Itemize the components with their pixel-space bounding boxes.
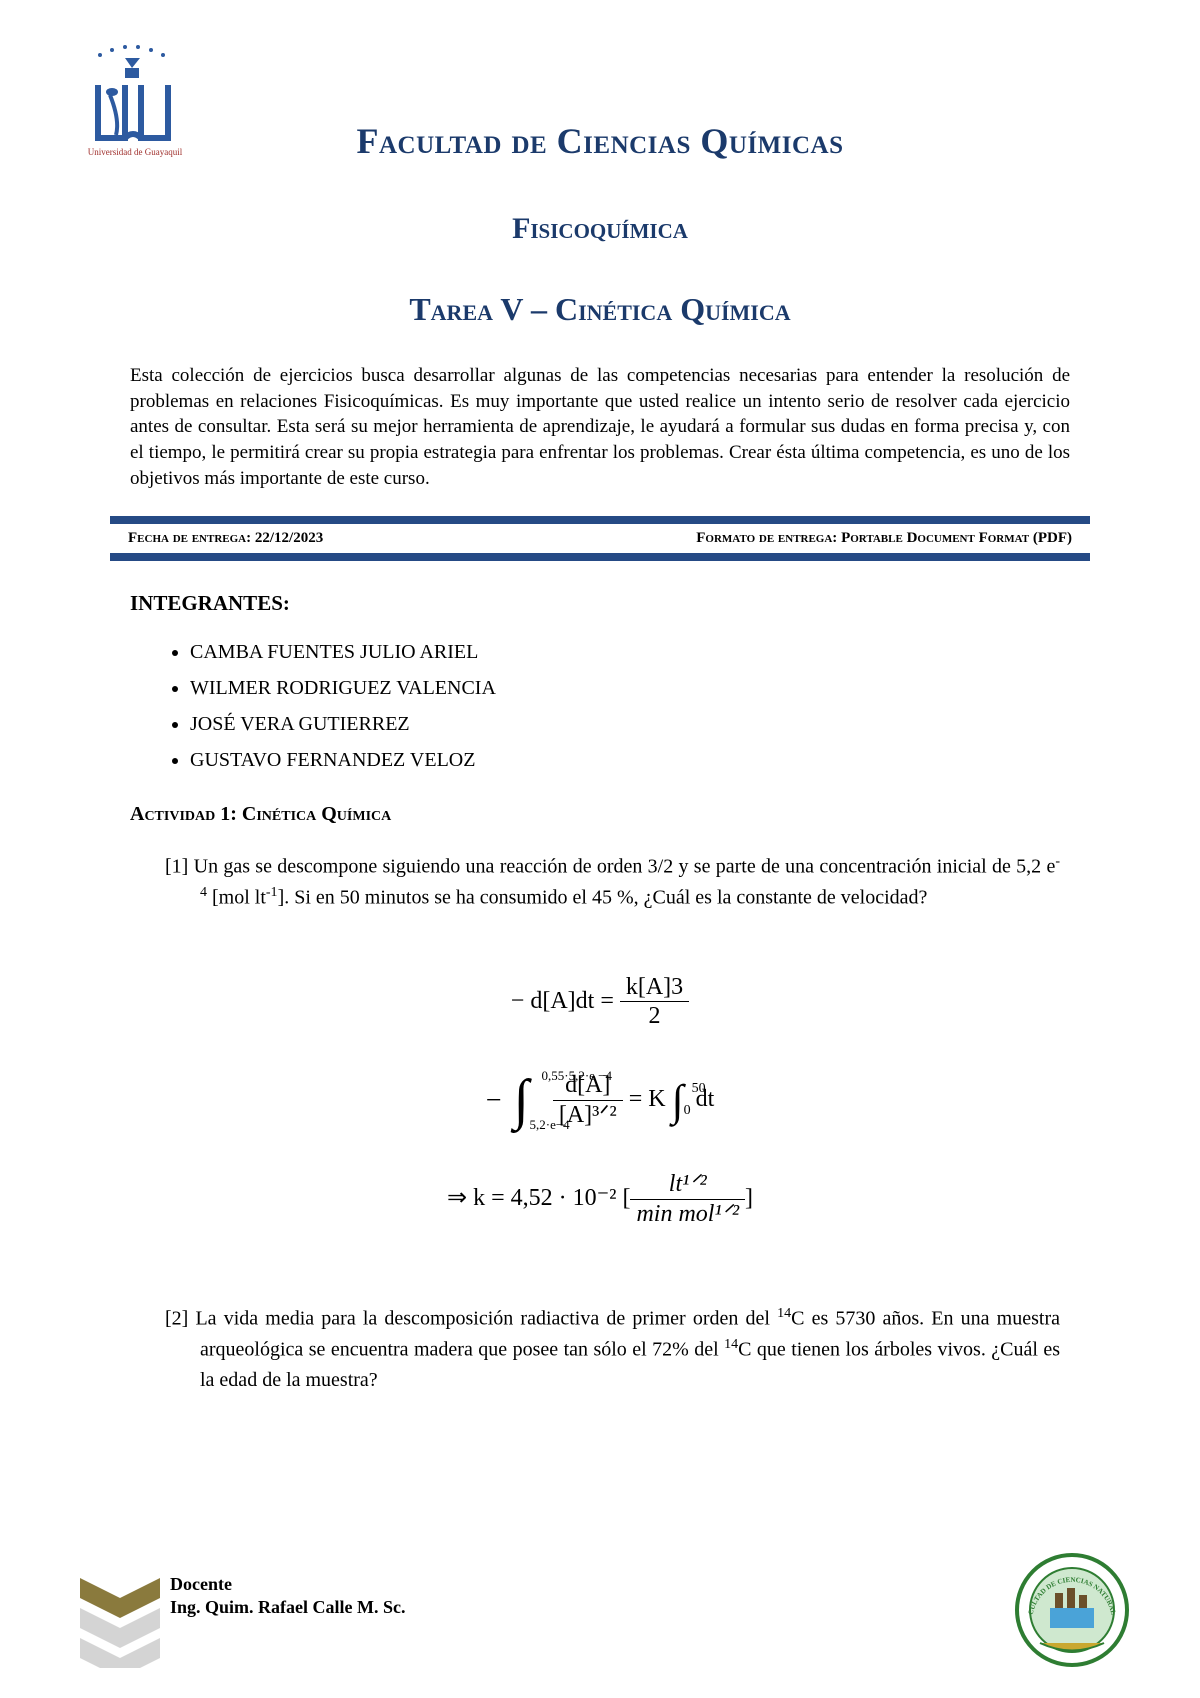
docente-name: Ing. Quim. Rafael Calle M. Sc. [170, 1596, 406, 1619]
list-item: WILMER RODRIGUEZ VALENCIA [190, 670, 1090, 706]
problem-text: La vida media para la descomposición rad… [195, 1308, 777, 1330]
docente-label: Docente [170, 1573, 406, 1596]
integral-lower: 0 [684, 1103, 691, 1120]
info-bar: Fecha de entrega: 22/12/2023 Formato de … [110, 516, 1090, 561]
eq-den: min mol¹ᐟ² [630, 1200, 745, 1229]
page-footer: Docente Ing. Quim. Rafael Calle M. Sc. F… [70, 1558, 1130, 1668]
isotope: 14 [777, 1306, 791, 1321]
activity-heading: Actividad 1: Cinética Química [110, 803, 1090, 826]
eq-close: ] [745, 1185, 753, 1211]
problem-2: [2] La vida media para la descomposición… [145, 1303, 1090, 1394]
integral-icon: ∫ [513, 1078, 528, 1123]
integral-upper: 0,55·5,2·e −4 [541, 1068, 612, 1084]
chevron-icon [70, 1568, 170, 1668]
integrantes-heading: INTEGRANTES: [110, 591, 1090, 616]
eq-num: lt¹ᐟ² [630, 1170, 745, 1200]
list-item: JOSÉ VERA GUTIERREZ [190, 706, 1090, 742]
problem-text: ]. Si en 50 minutos se ha consumido el 4… [278, 887, 928, 909]
intro-paragraph: Esta colección de ejercicios busca desar… [110, 363, 1090, 491]
due-label: Fecha de entrega: [128, 530, 251, 546]
format-value: Portable Document Format (PDF) [841, 530, 1072, 546]
integral-lower: 5,2·e−4 [529, 1117, 569, 1133]
problem-text: Un gas se descompone siguiendo una reacc… [194, 856, 1056, 878]
equation-3: ⇒ k = 4,52 · 10⁻² [ lt¹ᐟ² min mol¹ᐟ² ] [447, 1170, 753, 1229]
list-item: GUSTAVO FERNANDEZ VELOZ [190, 742, 1090, 778]
exponent: -1 [266, 885, 278, 900]
eq-equals: = K [629, 1086, 672, 1112]
integrantes-list: CAMBA FUENTES JULIO ARIEL WILMER RODRIGU… [110, 634, 1090, 778]
equation-2: − 0,55·5,2·e −4 ∫ 5,2·e−4 d[A] [A]³ᐟ² = … [486, 1071, 715, 1130]
eq-result: ⇒ k = 4,52 · 10⁻² [ [447, 1185, 631, 1211]
format-label: Formato de entrega: [696, 530, 837, 546]
eq-den: 2 [620, 1002, 689, 1031]
problem-number: [1] [165, 856, 188, 878]
isotope: 14 [724, 1337, 738, 1352]
problem-text: [mol lt [207, 887, 266, 909]
integral-icon: ∫ [672, 1083, 684, 1118]
docente-block: Docente Ing. Quim. Rafael Calle M. Sc. [170, 1573, 406, 1620]
eq-lhs: − d[A]dt = [511, 987, 614, 1013]
problem-number: [2] [165, 1308, 188, 1330]
problem-1: [1] Un gas se descompone siguiendo una r… [145, 851, 1090, 912]
math-equations: − d[A]dt = k[A]3 2 − 0,55·5,2·e −4 ∫ 5,2… [110, 953, 1090, 1249]
minus-sign: − [486, 1085, 502, 1116]
course-title: Fisicoquímica [110, 212, 1090, 246]
list-item: CAMBA FUENTES JULIO ARIEL [190, 634, 1090, 670]
equation-1: − d[A]dt = k[A]3 2 [511, 973, 689, 1032]
eq-num: k[A]3 [620, 973, 689, 1003]
logo-caption: Universidad de Guayaquil [88, 147, 183, 157]
faculty-title: Facultad de Ciencias Químicas [110, 120, 1090, 162]
due-date: Fecha de entrega: 22/12/2023 [128, 530, 323, 547]
integral-upper: 50 [692, 1081, 706, 1098]
due-value: 22/12/2023 [255, 530, 323, 546]
format: Formato de entrega: Portable Document Fo… [696, 530, 1072, 547]
faculty-seal: FACULTAD DE CIENCIAS NATURALES [1015, 1553, 1130, 1668]
assignment-title: Tarea V – Cinética Química [110, 291, 1090, 328]
university-logo: Universidad de Guayaquil [70, 40, 200, 160]
